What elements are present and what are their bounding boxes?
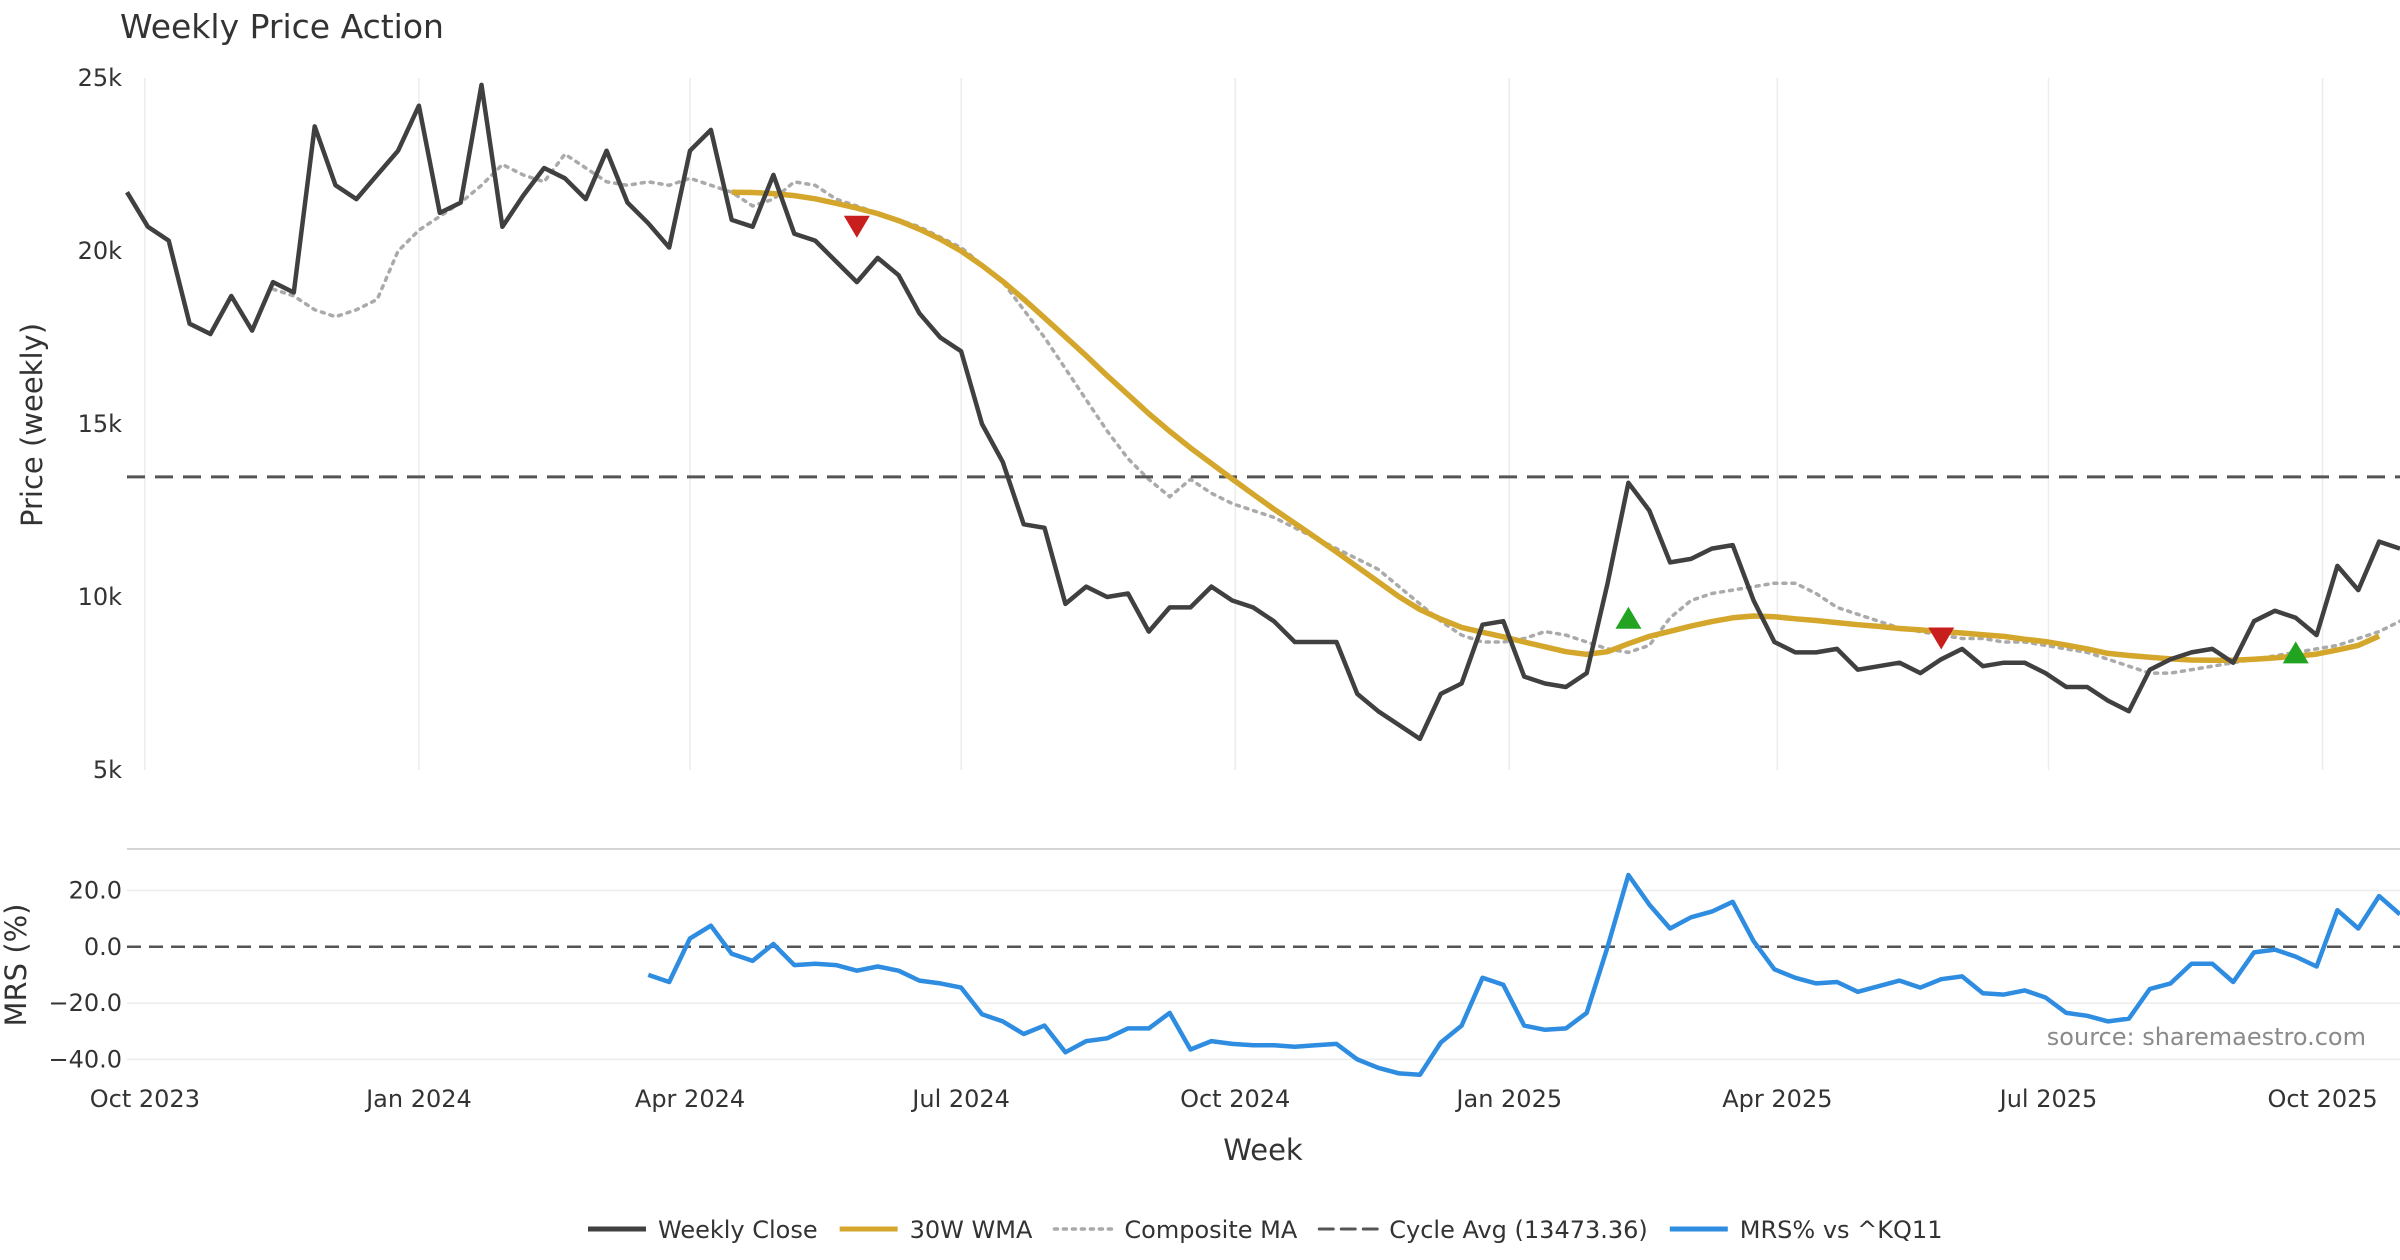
price-series <box>125 82 2400 742</box>
price-y-tick-label: 25k <box>78 64 123 92</box>
legend-item: Cycle Avg (13473.36) <box>1317 1216 1648 1244</box>
legend-item: Weekly Close <box>588 1216 818 1244</box>
legend-label: Cycle Avg (13473.36) <box>1389 1216 1648 1244</box>
price-y-tick-label: 15k <box>78 410 123 438</box>
x-tick-label: Jul 2024 <box>910 1085 1010 1113</box>
source-label: source: sharemaestro.com <box>2047 1023 2366 1051</box>
x-tick-label: Oct 2025 <box>2267 1085 2377 1113</box>
price-panel: 5k 10k 15k 20k 25k Price (weekly) <box>15 64 2400 784</box>
x-tick-label: Oct 2024 <box>1180 1085 1290 1113</box>
weekly-close-line <box>125 82 2400 742</box>
composite-ma-line <box>271 151 2400 675</box>
legend-label: Weekly Close <box>658 1216 818 1244</box>
price-y-tick-label: 10k <box>78 583 123 611</box>
mrs-y-tick-label: 0.0 <box>84 933 122 961</box>
legend-item: Composite MA <box>1052 1216 1298 1244</box>
price-y-axis-label: Price (weekly) <box>15 323 49 527</box>
price-gridlines <box>144 78 2324 770</box>
mrs-y-tick-label: −20.0 <box>48 989 122 1017</box>
legend-label: Composite MA <box>1124 1216 1297 1244</box>
mrs-y-axis-label: MRS (%) <box>0 904 33 1027</box>
price-y-tick-label: 5k <box>93 756 122 784</box>
mrs-y-tick-label: −40.0 <box>48 1045 122 1073</box>
buy-signal-marker <box>1615 606 1642 629</box>
chart-title: Weekly Price Action <box>120 7 444 46</box>
price-y-ticks: 5k 10k 15k 20k 25k <box>78 64 123 784</box>
signal-markers <box>843 215 2309 664</box>
x-tick-label: Jul 2025 <box>1998 1085 2098 1113</box>
legend: Weekly Close 30W WMA Composite MA Cycle Avg… <box>588 1216 1942 1244</box>
wma-30w-line <box>731 189 2381 664</box>
buy-signal-marker <box>2282 641 2309 664</box>
legend-label: 30W WMA <box>910 1216 1033 1244</box>
mrs-panel: 20.0 0.0 −20.0 −40.0 MRS (%) source: sharem… <box>0 848 2400 1078</box>
mrs-series <box>647 872 2400 1078</box>
x-axis-ticks: Oct 2023 Jan 2024 Apr 2024 Jul 2024 Oct 2024… <box>90 1085 2378 1113</box>
sell-signal-marker <box>843 215 870 238</box>
x-tick-label: Jan 2024 <box>364 1085 472 1113</box>
legend-item: MRS% vs ^KQ11 <box>1669 1216 1943 1244</box>
x-tick-label: Apr 2025 <box>1722 1085 1832 1113</box>
price-y-tick-label: 20k <box>78 237 123 265</box>
mrs-gridlines <box>127 889 2400 1061</box>
mrs-line <box>647 872 2400 1078</box>
legend-label: MRS% vs ^KQ11 <box>1740 1216 1943 1244</box>
mrs-y-ticks: 20.0 0.0 −20.0 −40.0 <box>48 877 122 1074</box>
x-tick-label: Jan 2025 <box>1454 1085 1562 1113</box>
mrs-y-tick-label: 20.0 <box>69 877 122 905</box>
x-tick-label: Oct 2023 <box>90 1085 200 1113</box>
x-axis-label: Week <box>1223 1133 1303 1167</box>
sell-signal-marker <box>1928 627 1955 650</box>
x-tick-label: Apr 2024 <box>635 1085 745 1113</box>
legend-item: 30W WMA <box>839 1216 1033 1244</box>
